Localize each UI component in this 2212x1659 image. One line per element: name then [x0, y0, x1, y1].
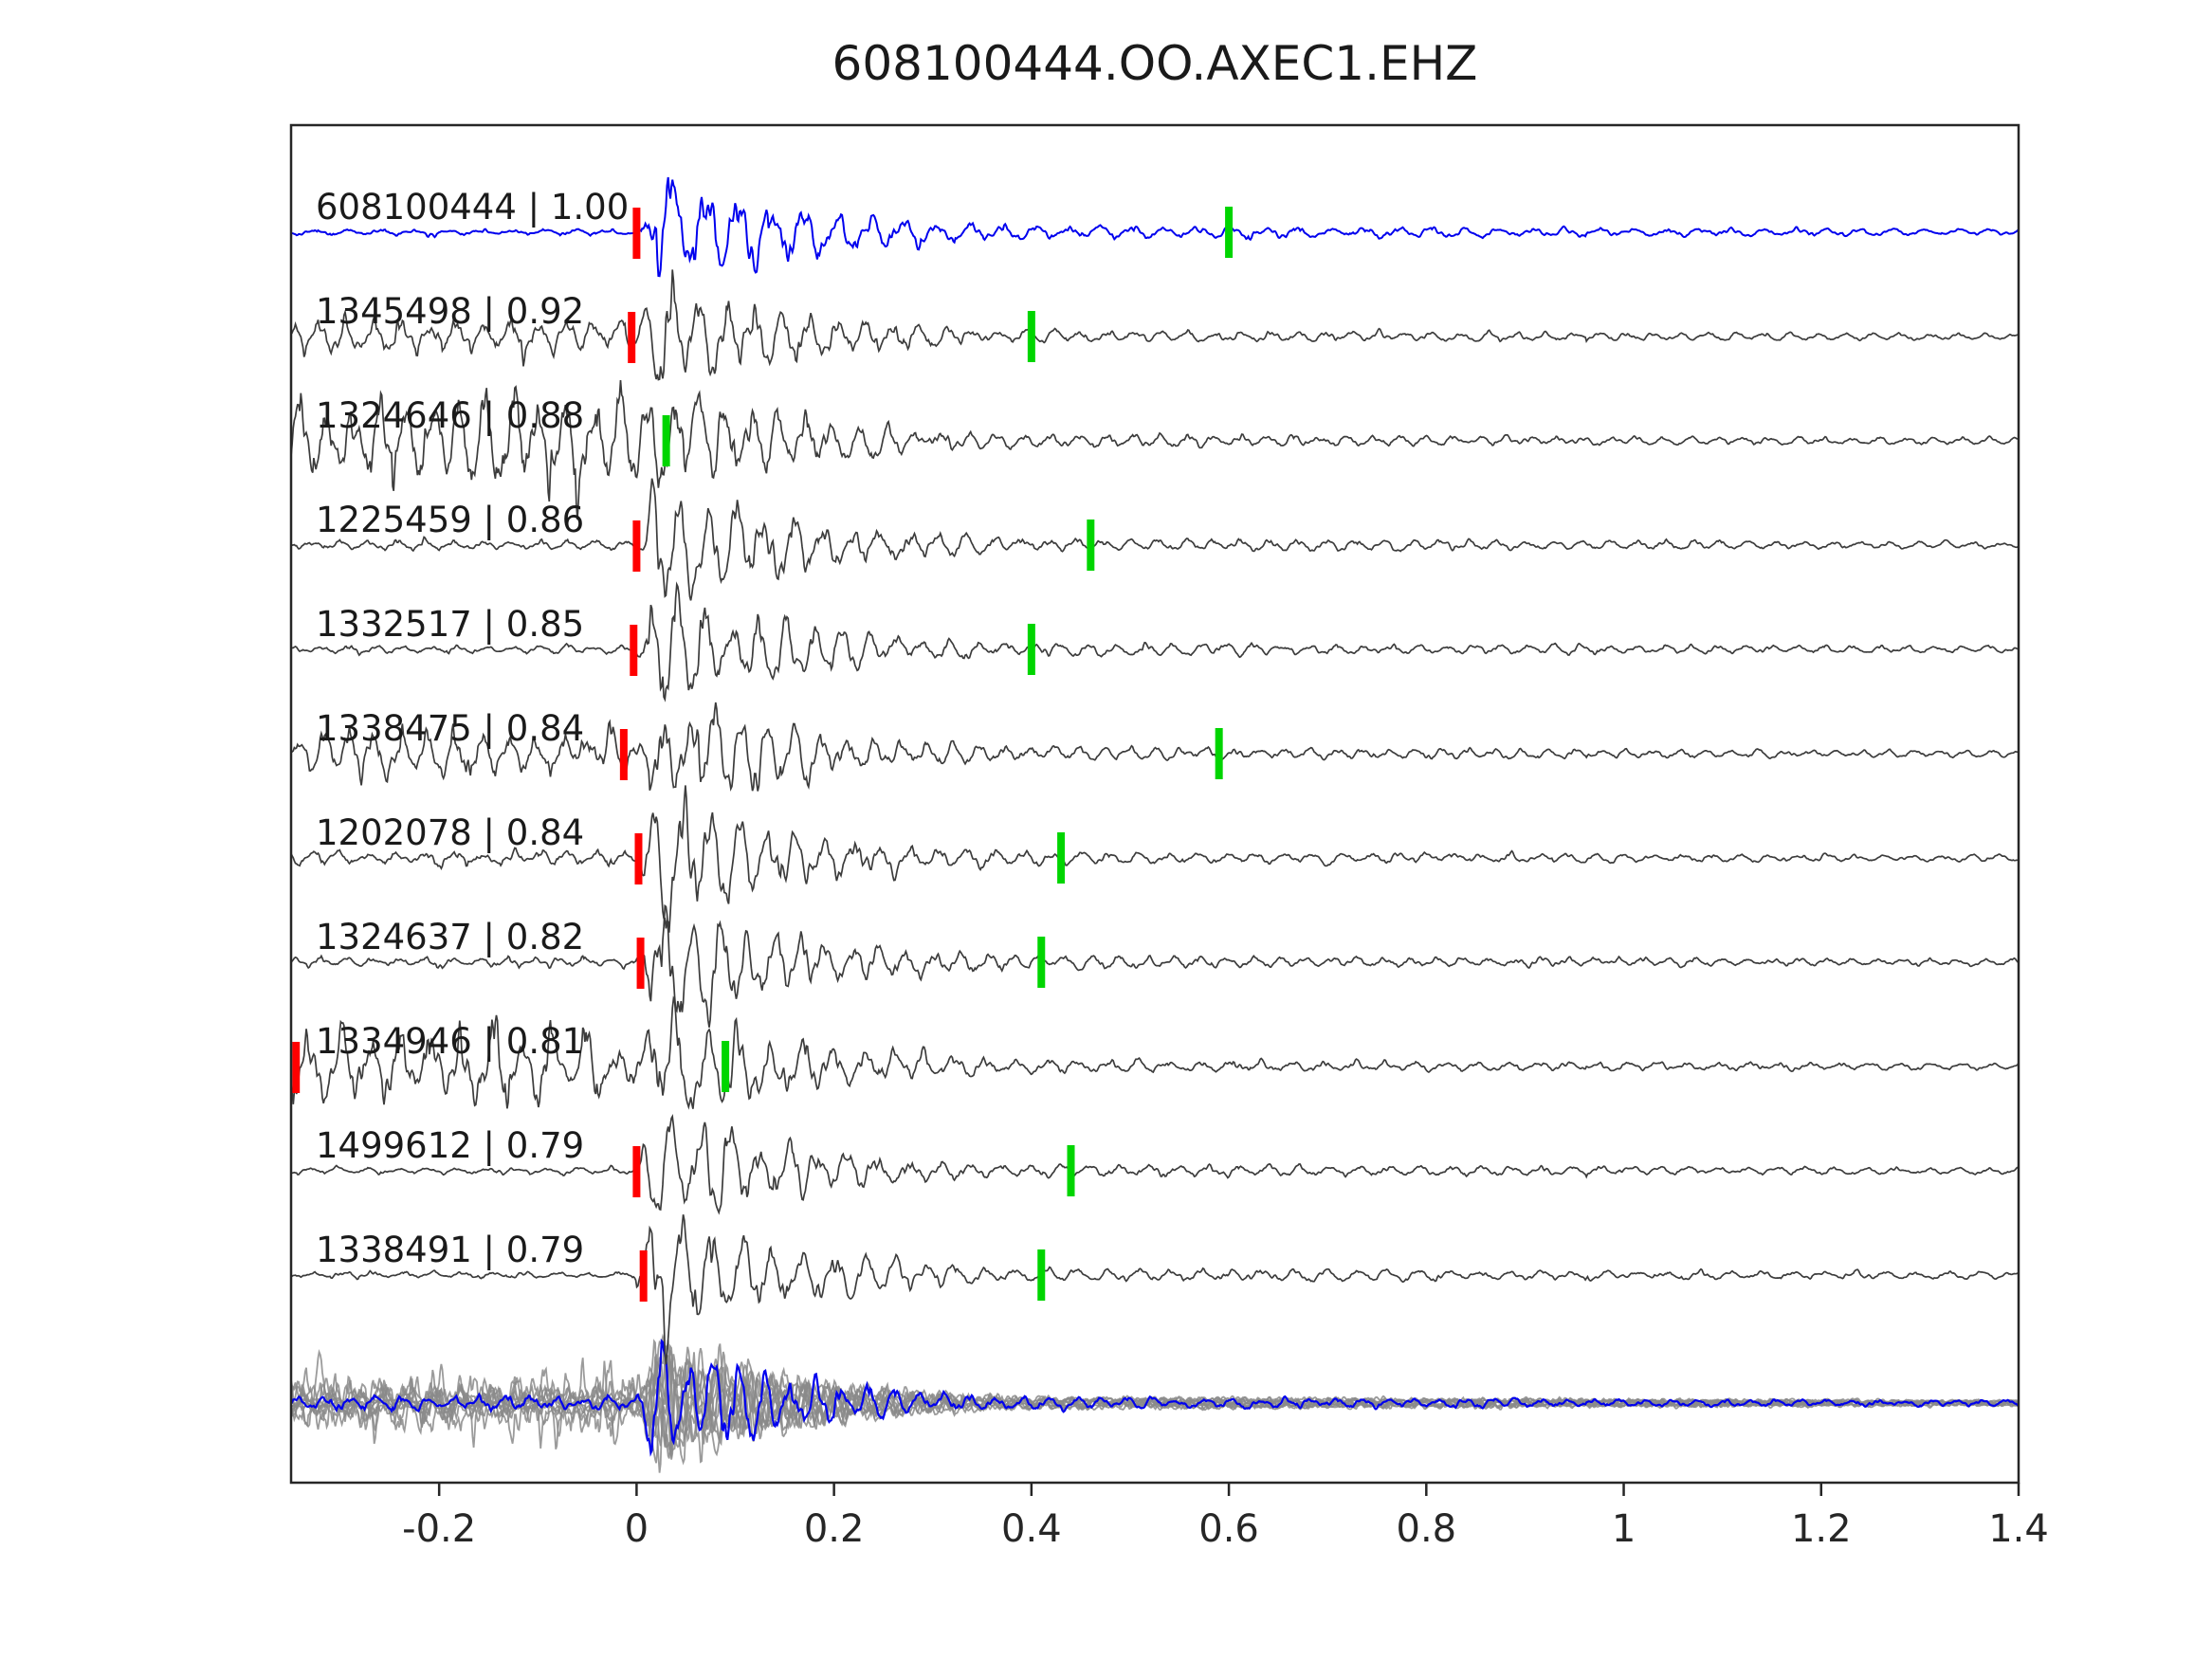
x-tick-label: 0.8 — [1397, 1507, 1457, 1551]
x-tick-label: 0 — [625, 1507, 649, 1551]
x-tick-label: -0.2 — [402, 1507, 476, 1551]
p-pick-marker — [632, 520, 641, 572]
trace-line — [291, 269, 2019, 381]
stack-reference-line — [291, 1339, 2019, 1457]
trace-line — [291, 478, 2019, 601]
p-pick-marker — [632, 1146, 641, 1197]
trace-label: 608100444 | 1.00 — [316, 187, 629, 228]
pick-markers-group — [292, 207, 1234, 1302]
trace-label: 1202078 | 0.84 — [316, 812, 584, 853]
x-tick-label: 0.4 — [1001, 1507, 1062, 1551]
p-pick-marker — [628, 312, 636, 363]
x-tick-label: 0.2 — [804, 1507, 865, 1551]
s-pick-marker — [1037, 1249, 1046, 1301]
x-tick-label: 1.2 — [1791, 1507, 1852, 1551]
trace-label: 1499612 | 0.79 — [316, 1125, 584, 1166]
s-pick-marker — [1057, 832, 1066, 884]
p-pick-marker — [639, 1250, 648, 1302]
p-pick-marker — [630, 625, 638, 676]
p-pick-marker — [634, 833, 643, 884]
trace-line — [291, 785, 2019, 933]
s-pick-marker — [1215, 728, 1223, 779]
s-pick-marker — [1067, 1145, 1075, 1196]
chart-title: 608100444.OO.AXEC1.EHZ — [832, 36, 1478, 91]
s-pick-marker — [1037, 937, 1046, 988]
x-tick-label: 1 — [1612, 1507, 1636, 1551]
trace-line — [291, 176, 2019, 278]
trace-line — [291, 903, 2019, 1028]
trace-label: 1334946 | 0.81 — [316, 1021, 584, 1062]
x-tick-label: 1.4 — [1988, 1507, 2049, 1551]
p-pick-marker — [619, 729, 628, 780]
trace-lines-group — [291, 176, 2019, 1473]
trace-label: 1324646 | 0.88 — [316, 395, 584, 436]
s-pick-marker — [1087, 520, 1095, 571]
p-pick-marker — [632, 208, 641, 259]
s-pick-marker — [722, 1041, 730, 1092]
trace-line — [291, 702, 2019, 792]
s-pick-marker — [662, 415, 670, 466]
s-pick-marker — [1225, 207, 1234, 258]
trace-label: 1338475 | 0.84 — [316, 708, 584, 749]
s-pick-marker — [1027, 311, 1035, 362]
x-axis-group: -0.2 0 0.2 0.4 0.6 0.8 1 1.2 1.4 — [402, 1483, 2049, 1551]
trace-label: 1338491 | 0.79 — [316, 1230, 584, 1270]
trace-line — [291, 581, 2019, 702]
trace-line — [291, 380, 2019, 520]
trace-label: 1345498 | 0.92 — [316, 291, 584, 332]
p-pick-marker — [636, 938, 645, 989]
trace-label: 1324637 | 0.82 — [316, 917, 584, 957]
trace-line — [291, 1214, 2019, 1365]
plot-border — [289, 123, 2020, 1485]
x-tick-label: 0.6 — [1198, 1507, 1259, 1551]
trace-labels-group: 608100444 | 1.00 1345498 | 0.92 1324646 | … — [316, 187, 629, 1270]
p-pick-marker — [292, 1042, 301, 1093]
trace-label: 1332517 | 0.85 — [316, 604, 584, 645]
trace-line — [291, 995, 2019, 1110]
trace-line — [291, 1114, 2019, 1215]
trace-label: 1225459 | 0.86 — [316, 500, 584, 540]
s-pick-marker — [1027, 624, 1035, 675]
